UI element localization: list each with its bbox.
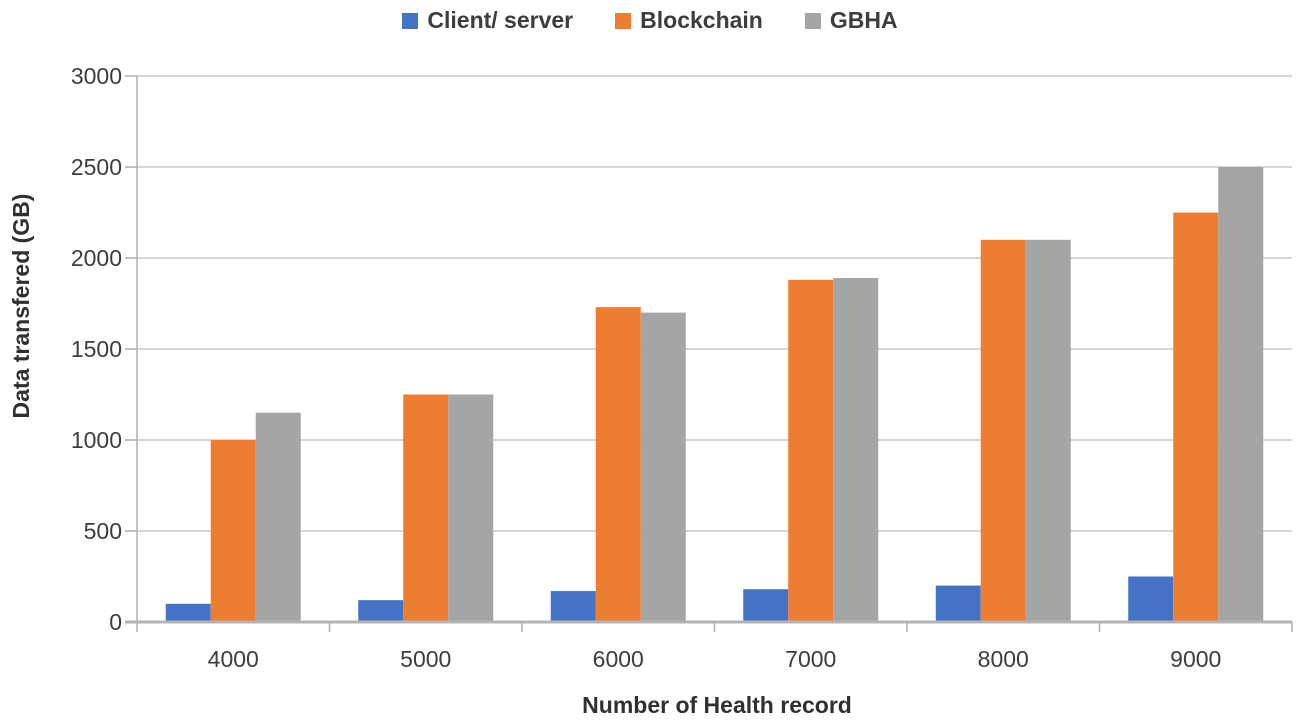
legend-item-client-server: Client/ server	[402, 7, 573, 34]
bar-blockchain-8000	[980, 239, 1026, 623]
y-axis-title: Data transfered (GB)	[8, 193, 34, 419]
bar-gbha-4000	[255, 412, 301, 622]
bar-client-server-7000	[743, 589, 789, 622]
legend-label-client-server: Client/ server	[427, 6, 574, 33]
bar-gbha-5000	[448, 394, 494, 622]
x-tick-label-8000: 8000	[977, 646, 1029, 672]
y-axis-tick-labels: 0 500 1000 1500 2000 2500 3000	[28, 0, 122, 724]
legend-swatch-gbha	[804, 13, 821, 29]
y-tick-label-0: 0	[109, 609, 122, 635]
bar-client-server-4000	[165, 603, 211, 622]
legend-label-gbha: GBHA	[829, 6, 898, 33]
bar-client-server-6000	[550, 591, 596, 622]
y-tick-label-1500: 1500	[70, 336, 122, 362]
x-tick-label-9000: 9000	[1170, 646, 1222, 672]
bar-client-server-5000	[358, 600, 404, 622]
chart-legend: Client/ server Blockchain GBHA	[0, 4, 1300, 36]
bar-blockchain-9000	[1173, 212, 1219, 622]
bar-gbha-9000	[1218, 167, 1264, 622]
x-tick-label-5000: 5000	[400, 646, 452, 672]
x-tick-label-7000: 7000	[785, 646, 837, 672]
bar-gbha-6000	[640, 312, 686, 622]
legend-swatch-client-server	[402, 13, 419, 29]
bar-blockchain-6000	[595, 307, 641, 622]
legend-item-gbha: GBHA	[804, 6, 898, 34]
y-tick-label-3000: 3000	[70, 63, 122, 89]
legend-item-blockchain: Blockchain	[615, 7, 763, 34]
bar-blockchain-7000	[788, 279, 834, 622]
x-tick-label-4000: 4000	[207, 646, 259, 672]
x-axis-tick-labels: 4000 5000 6000 7000 8000 9000	[137, 646, 1292, 676]
bar-gbha-8000	[1025, 239, 1071, 623]
y-tick-label-1000: 1000	[70, 427, 122, 453]
bar-client-server-8000	[935, 585, 981, 622]
bar-blockchain-5000	[403, 394, 449, 622]
legend-swatch-blockchain	[615, 13, 632, 29]
y-tick-label-2000: 2000	[70, 245, 122, 271]
legend-label-blockchain: Blockchain	[640, 6, 763, 33]
x-axis-title: Number of Health record	[582, 692, 852, 718]
bar-gbha-7000	[833, 278, 879, 622]
y-tick-label-500: 500	[83, 518, 122, 544]
bar-client-server-9000	[1128, 576, 1174, 622]
y-tick-label-2500: 2500	[70, 154, 122, 180]
bar-blockchain-4000	[210, 440, 256, 622]
x-tick-label-6000: 6000	[592, 646, 644, 672]
